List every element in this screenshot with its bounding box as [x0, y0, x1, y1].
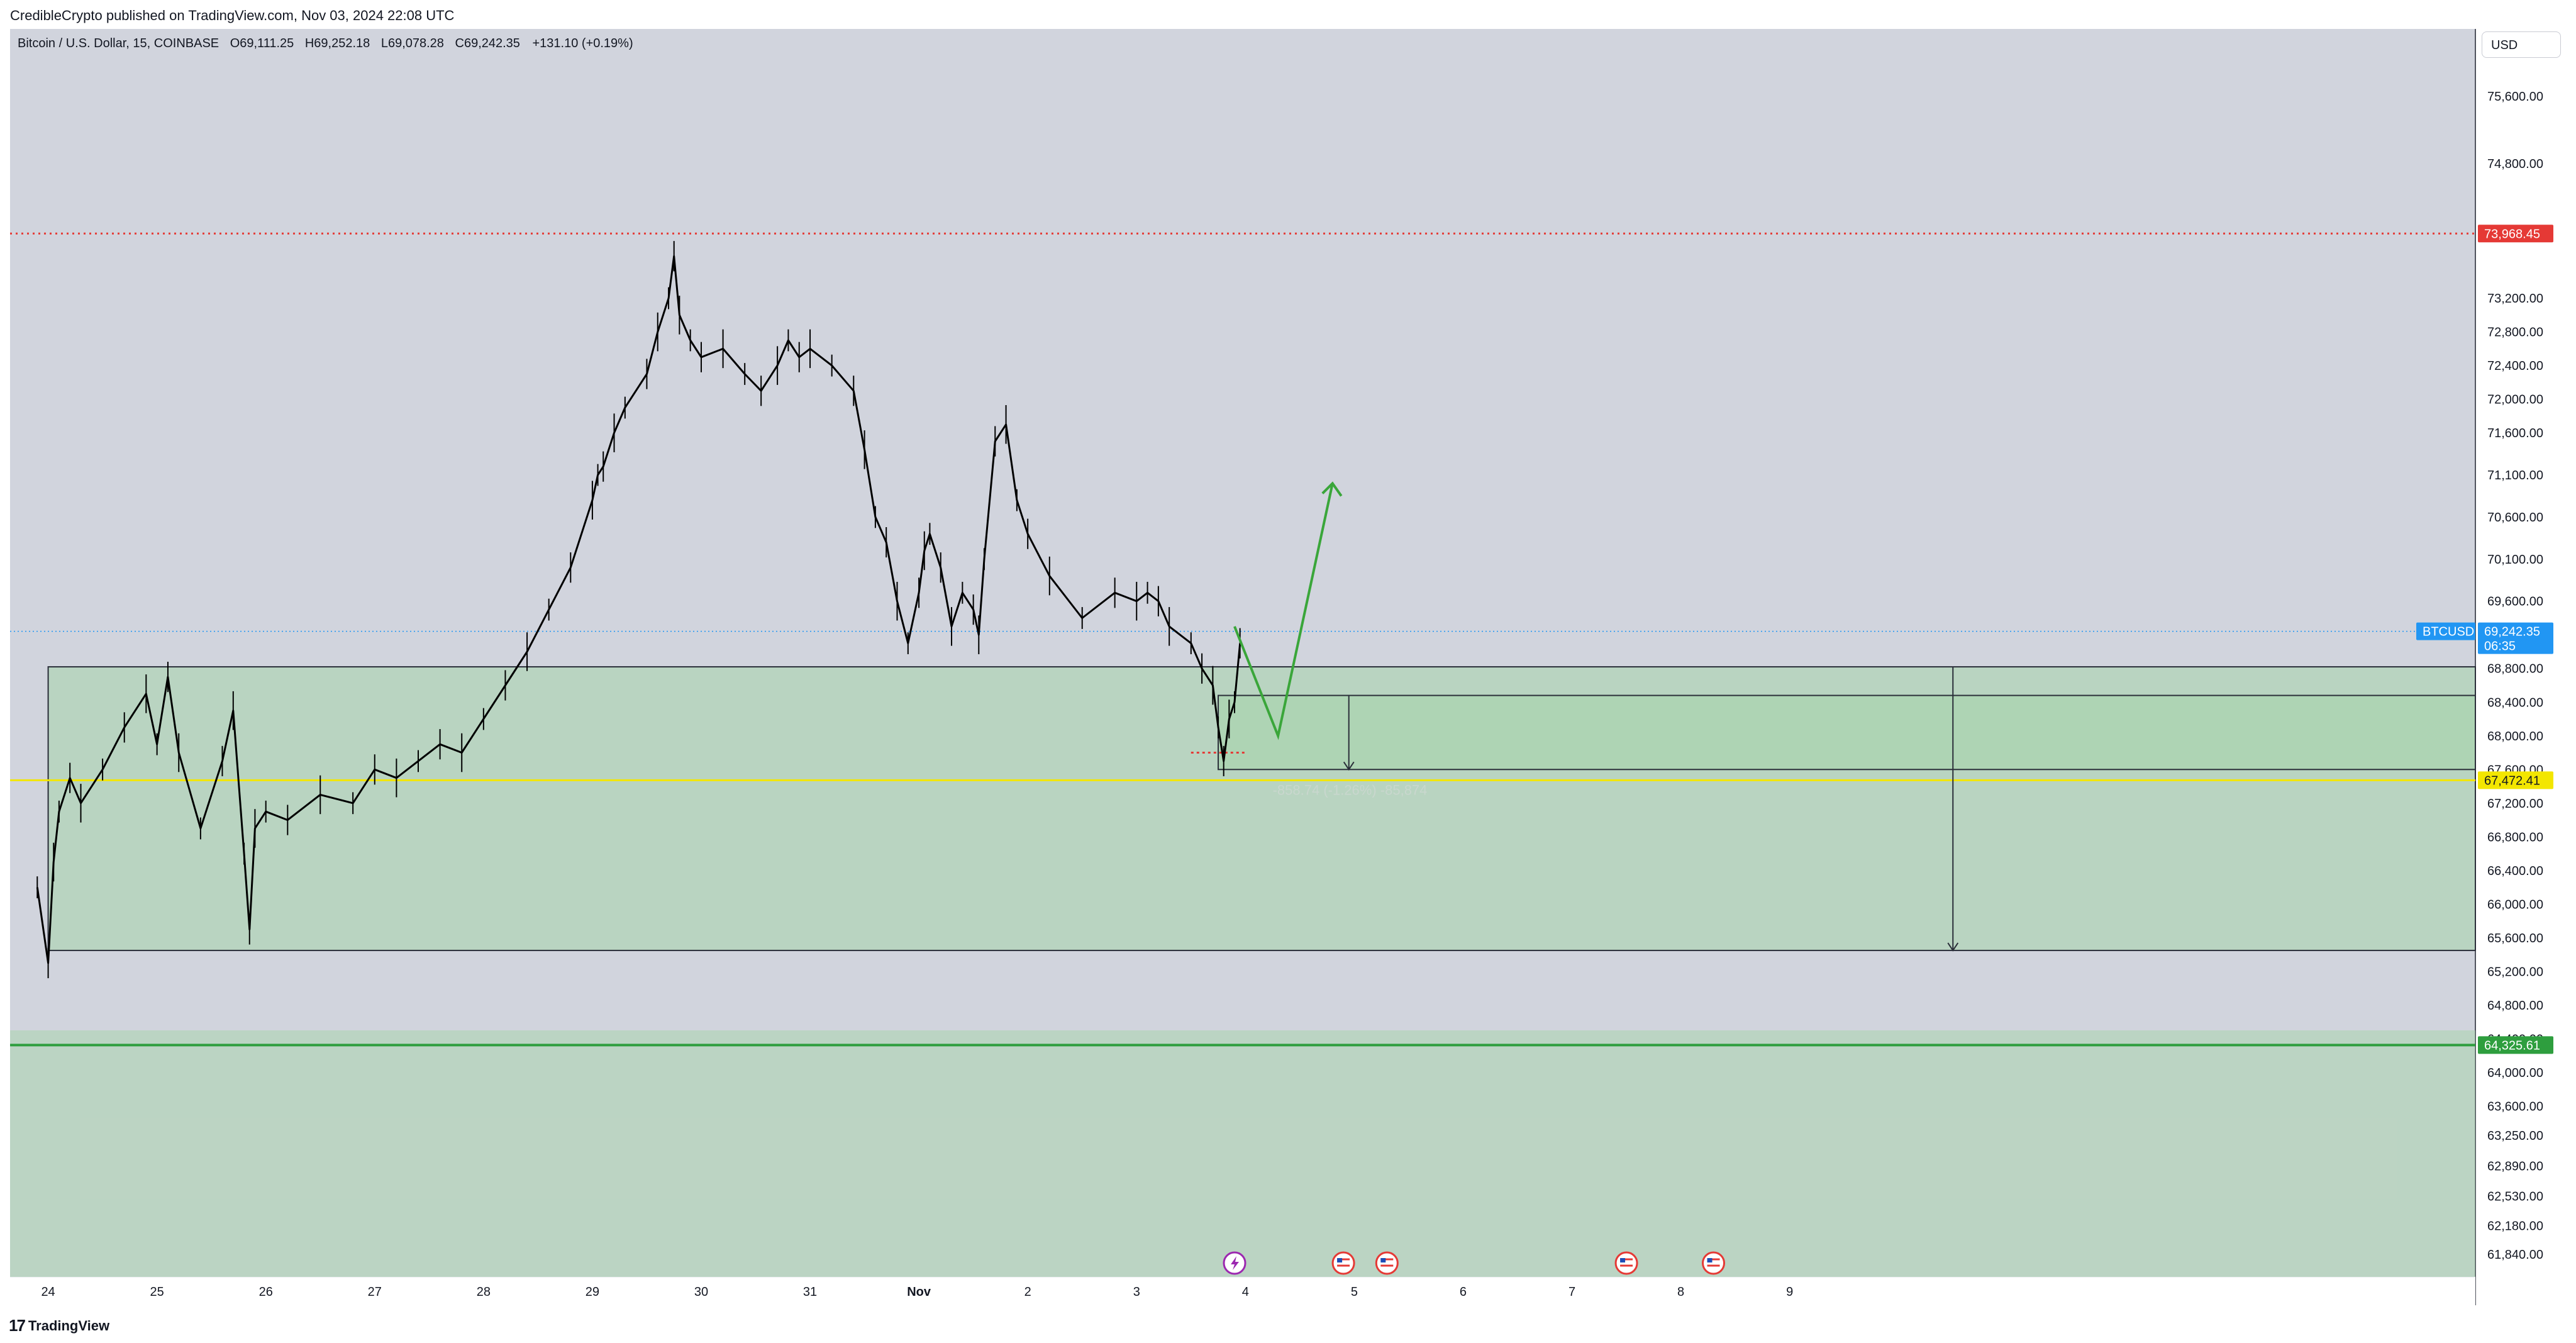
x-tick-label: 28 [477, 1285, 491, 1299]
y-tick-label: 62,890.00 [2487, 1159, 2543, 1173]
y-tick-label: 62,180.00 [2487, 1219, 2543, 1233]
y-tick-label: 74,800.00 [2487, 157, 2543, 171]
x-tick-label: 25 [150, 1285, 164, 1299]
currency-selector[interactable]: USD [2482, 31, 2561, 58]
current-price-label-bg [2478, 622, 2553, 654]
brand-name: TradingView [28, 1317, 110, 1334]
y-tick-label: 72,800.00 [2487, 326, 2543, 340]
inner-zone-box [1218, 694, 2476, 771]
x-tick-label: 3 [1133, 1285, 1140, 1299]
y-tick-label: 72,400.00 [2487, 359, 2543, 373]
y-tick-label: 68,400.00 [2487, 696, 2543, 710]
measure-arrow-short-head [1343, 761, 1355, 771]
current-price-label: 69,242.35 [2484, 625, 2540, 639]
x-tick-label: 30 [694, 1285, 708, 1299]
x-tick-label: 27 [368, 1285, 382, 1299]
y-tick-label: 68,800.00 [2487, 662, 2543, 676]
y-tick-label: 71,100.00 [2487, 469, 2543, 482]
close-key: C [455, 36, 464, 50]
resistance-price-label: 73,968.45 [2484, 227, 2540, 241]
projection-arrow-head [1321, 481, 1343, 497]
y-tick-label: 66,400.00 [2487, 864, 2543, 878]
change-value: +131.10 (+0.19%) [532, 36, 633, 50]
flag-canton [1337, 1258, 1343, 1262]
price-series [36, 255, 1241, 964]
y-tick-label: 63,250.00 [2487, 1129, 2543, 1143]
time-scale[interactable] [0, 1277, 2475, 1305]
y-tick-label: 63,600.00 [2487, 1100, 2543, 1113]
y-tick-label: 64,000.00 [2487, 1066, 2543, 1080]
y-tick-label: 73,200.00 [2487, 292, 2543, 306]
y-tick-label: 69,600.00 [2487, 595, 2543, 609]
flag-canton [1707, 1258, 1713, 1262]
lower-demand-zone [10, 1030, 2475, 1277]
x-tick-label: 7 [1568, 1285, 1575, 1299]
y-tick-label: 71,600.00 [2487, 426, 2543, 440]
green-price-label-bg [2478, 1036, 2553, 1054]
y-tick-label: 75,600.00 [2487, 90, 2543, 104]
tradingview-logo-icon: 17 [9, 1316, 26, 1335]
x-tick-label: 2 [1024, 1285, 1031, 1299]
y-tick-label: 70,100.00 [2487, 553, 2543, 567]
resistance-price-label-bg [2478, 225, 2553, 243]
close-value: 69,242.35 [464, 36, 520, 50]
x-tick-label: 6 [1460, 1285, 1467, 1299]
x-tick-label: 26 [259, 1285, 273, 1299]
flag-canton [1620, 1258, 1626, 1262]
measure-arrow-long-head [1947, 942, 1959, 952]
x-tick-label: 8 [1677, 1285, 1684, 1299]
measure-label: -858.74 (-1.26%) -85,874 [1273, 782, 1428, 798]
countdown-label: 06:35 [2484, 640, 2516, 654]
y-tick-label: 70,600.00 [2487, 511, 2543, 525]
publisher-line: CredibleCrypto published on TradingView.… [10, 8, 455, 23]
symbol-label[interactable]: Bitcoin / U.S. Dollar, 15, COINBASE [18, 36, 219, 50]
x-tick-label: 5 [1351, 1285, 1358, 1299]
y-tick-label: 72,000.00 [2487, 393, 2543, 407]
y-tick-label: 65,200.00 [2487, 965, 2543, 979]
x-tick-label: 31 [803, 1285, 817, 1299]
green-price-label: 64,325.61 [2484, 1039, 2540, 1052]
high-key: H [304, 36, 314, 50]
ohlc-legend: Bitcoin / U.S. Dollar, 15, COINBASE O69,… [18, 36, 633, 51]
projection-arrow [1233, 482, 1334, 740]
x-tick-label: 4 [1242, 1285, 1249, 1299]
y-tick-label: 65,600.00 [2487, 932, 2543, 945]
low-key: L [380, 36, 388, 50]
yellow-price-label-bg [2478, 771, 2553, 789]
y-tick-label: 68,000.00 [2487, 730, 2543, 744]
x-tick-label: Nov [907, 1285, 931, 1299]
tradingview-logo: 17 TradingView [9, 1316, 109, 1335]
lightning-bolt [1231, 1256, 1240, 1270]
y-tick-label: 66,800.00 [2487, 830, 2543, 844]
x-tick-label: 24 [41, 1285, 55, 1299]
flag-canton [1380, 1258, 1386, 1262]
y-tick-label: 64,800.00 [2487, 999, 2543, 1013]
y-tick-label: 66,000.00 [2487, 898, 2543, 911]
publisher-header: CredibleCrypto published on TradingView.… [0, 0, 2576, 29]
yellow-price-label: 67,472.41 [2484, 774, 2540, 788]
low-value: 69,078.28 [387, 36, 444, 50]
y-tick-label: 62,530.00 [2487, 1190, 2543, 1204]
open-key: O [230, 36, 240, 50]
symbol-tag-bg [2416, 622, 2475, 640]
x-tick-label: 9 [1786, 1285, 1793, 1299]
x-tick-label: 29 [586, 1285, 599, 1299]
y-tick-label: 61,840.00 [2487, 1248, 2543, 1262]
high-value: 69,252.18 [314, 36, 370, 50]
symbol-tag-label: BTCUSD [2423, 625, 2474, 639]
open-value: 69,111.25 [240, 36, 294, 50]
y-tick-label: 67,200.00 [2487, 797, 2543, 811]
